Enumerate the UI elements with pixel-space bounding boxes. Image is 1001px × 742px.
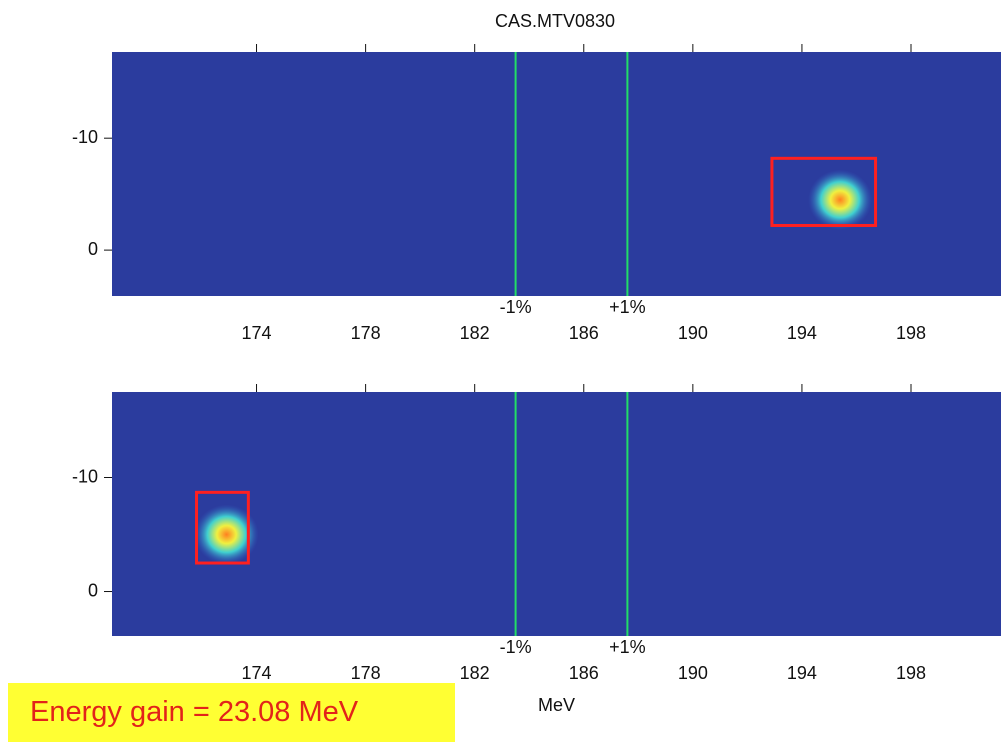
y-tick-label: -10 [72, 127, 98, 147]
x-tick-label: 190 [678, 663, 708, 683]
x-tick-label: 186 [569, 663, 599, 683]
y-tick-label: 0 [88, 580, 98, 600]
x-tick-label: 198 [896, 663, 926, 683]
y-tick-label: -10 [72, 466, 98, 486]
x-tick-label: 194 [787, 663, 817, 683]
beam-spot [194, 504, 259, 565]
x-tick-label: 194 [787, 323, 817, 343]
marker-label: +1% [609, 297, 646, 317]
marker-label: +1% [609, 637, 646, 657]
x-tick-label: 182 [460, 323, 490, 343]
roi-box [195, 490, 250, 565]
annotation: Energy gain = 23.08 MeV [8, 683, 455, 742]
marker-label: -1% [500, 637, 532, 657]
x-tick-label: 198 [896, 323, 926, 343]
x-tick-label: 174 [242, 323, 272, 343]
roi-box [770, 156, 878, 227]
plot-area [112, 52, 1001, 296]
x-tick-label: 178 [351, 323, 381, 343]
x-tick-label: 190 [678, 323, 708, 343]
x-axis-label: MeV [538, 695, 575, 715]
beam-spot [808, 169, 873, 230]
y-tick-label: 0 [88, 239, 98, 259]
x-tick-label: 178 [351, 663, 381, 683]
x-tick-label: 186 [569, 323, 599, 343]
marker-label: -1% [500, 297, 532, 317]
plot-area [112, 392, 1001, 636]
x-tick-label: 174 [242, 663, 272, 683]
title: CAS.MTV0830 [495, 11, 615, 31]
x-tick-label: 182 [460, 663, 490, 683]
